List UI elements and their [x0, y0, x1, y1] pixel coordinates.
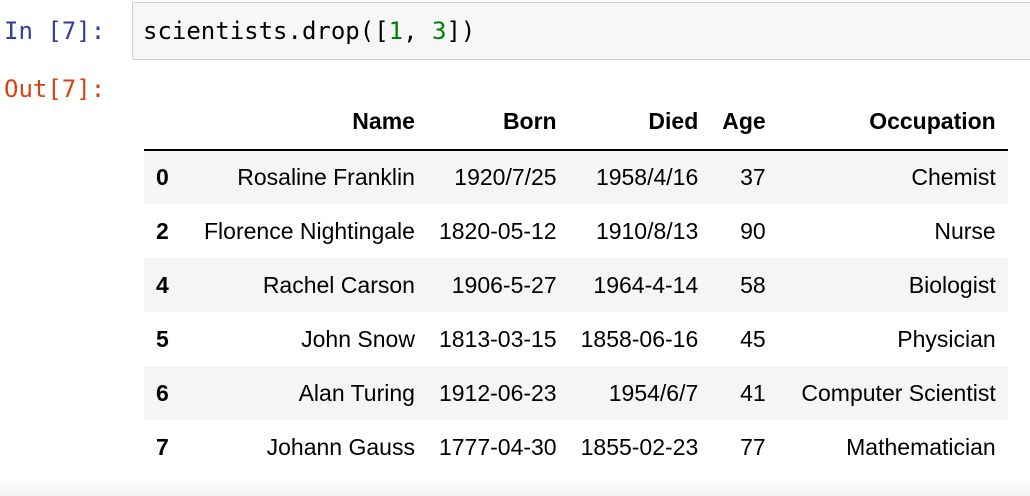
cell-died: 1855-02-23 — [580, 433, 699, 460]
row-index: 5 — [156, 325, 169, 352]
table-row: 2 Florence Nightingale 1820-05-12 1910/8… — [144, 204, 1008, 258]
cell-name: Rosaline Franklin — [237, 164, 415, 190]
column-header-age: Age — [710, 94, 778, 151]
cell-age: 41 — [740, 379, 766, 406]
column-header-name: Name — [192, 94, 427, 151]
code-text: ]) — [446, 17, 476, 45]
column-header-occupation: Occupation — [777, 94, 1008, 151]
cell-died: 1954/6/7 — [608, 379, 699, 406]
cell-age: 37 — [740, 164, 766, 190]
table-header-row: Name Born Died Age Occupation — [144, 94, 1008, 151]
table-row: 5 John Snow 1813-03-15 1858-06-16 45 Phy… — [144, 312, 1008, 366]
cell-occupation: Mathematician — [846, 433, 996, 460]
cell-occupation: Computer Scientist — [801, 379, 996, 406]
bottom-edge-shadow — [0, 480, 1030, 496]
output-prompt: Out[7]: — [4, 75, 106, 103]
cell-occupation: Nurse — [934, 217, 996, 244]
cell-born: 1777-04-30 — [438, 433, 557, 460]
cell-died: 1910/8/13 — [595, 217, 699, 244]
row-index: 4 — [156, 271, 169, 298]
cell-occupation: Physician — [897, 325, 996, 352]
table-row: 4 Rachel Carson 1906-5-27 1964-4-14 58 B… — [144, 258, 1008, 312]
row-index: 6 — [156, 379, 169, 406]
table-row: 6 Alan Turing 1912-06-23 1954/6/7 41 Com… — [144, 366, 1008, 420]
cell-died: 1964-4-14 — [593, 271, 699, 298]
cell-name: Johann Gauss — [266, 433, 415, 460]
cell-born: 1920/7/25 — [454, 164, 557, 190]
row-index: 7 — [156, 433, 169, 460]
table-row: 7 Johann Gauss 1777-04-30 1855-02-23 77 … — [144, 420, 1008, 474]
row-index: 0 — [156, 164, 169, 190]
dataframe-table: Name Born Died Age Occupation 0 Rosaline… — [144, 94, 1008, 474]
code-input-cell[interactable]: scientists.drop([1, 3]) — [132, 2, 1030, 60]
cell-died: 1858-06-16 — [580, 325, 699, 352]
code-number-literal: 1 — [388, 17, 404, 45]
cell-name: Rachel Carson — [262, 271, 415, 298]
cell-occupation: Chemist — [911, 164, 996, 190]
cell-age: 45 — [740, 325, 766, 352]
cell-age: 77 — [740, 433, 766, 460]
cell-age: 58 — [740, 271, 766, 298]
table-row: 0 Rosaline Franklin 1920/7/25 1958/4/16 … — [144, 150, 1008, 204]
cell-born: 1820-05-12 — [438, 217, 557, 244]
cell-name: Alan Turing — [298, 379, 415, 406]
cell-occupation: Biologist — [908, 271, 996, 298]
cell-born: 1906-5-27 — [451, 271, 557, 298]
column-header-died: Died — [568, 94, 711, 151]
cell-born: 1813-03-15 — [438, 325, 557, 352]
code-line[interactable]: scientists.drop([1, 3]) — [143, 16, 475, 46]
code-number-literal: 3 — [432, 17, 447, 45]
code-separator: , — [403, 17, 432, 45]
cell-name: Florence Nightingale — [204, 217, 415, 244]
cell-born: 1912-06-23 — [438, 379, 557, 406]
column-header-born: Born — [426, 94, 569, 151]
code-text: scientists.drop([ — [143, 17, 389, 45]
index-header — [144, 94, 192, 151]
row-index: 2 — [156, 217, 169, 244]
cell-died: 1958/4/16 — [595, 164, 699, 190]
cell-age: 90 — [740, 217, 766, 244]
input-prompt: In [7]: — [4, 17, 106, 45]
cell-name: John Snow — [301, 325, 415, 352]
